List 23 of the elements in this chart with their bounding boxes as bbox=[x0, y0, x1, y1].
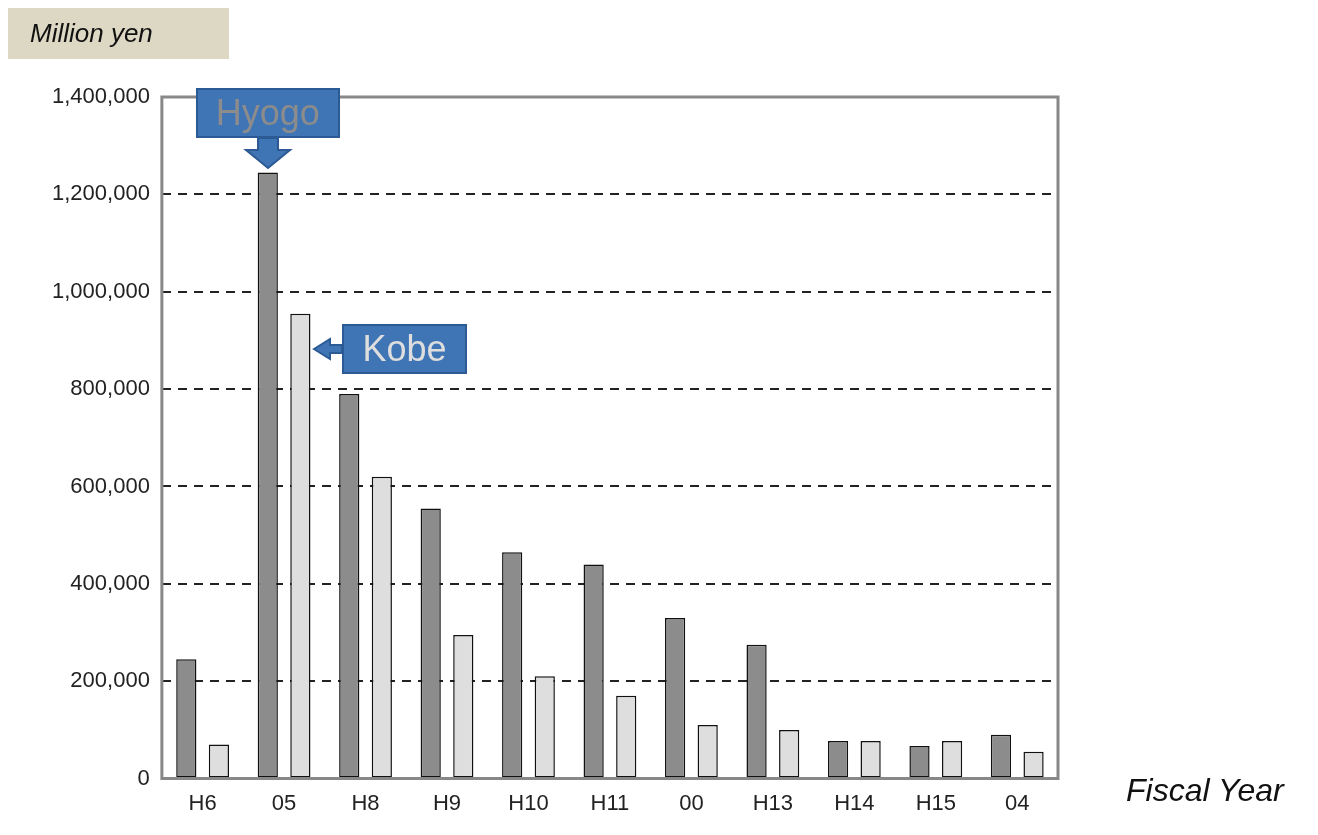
x-tick-label: H10 bbox=[508, 789, 549, 815]
x-tick-label: H6 bbox=[188, 789, 217, 815]
x-tick-label: 05 bbox=[271, 789, 297, 815]
y-tick-label: 800,000 bbox=[70, 375, 150, 401]
x-axis-title: Fiscal Year bbox=[1126, 772, 1284, 809]
y-tick-label: 200,000 bbox=[70, 667, 150, 693]
y-tick-label: 1,000,000 bbox=[52, 277, 150, 303]
y-tick-label: 1,400,000 bbox=[52, 83, 150, 109]
x-tick-label: H15 bbox=[915, 789, 956, 815]
x-tick-label: 00 bbox=[679, 789, 704, 815]
y-tick-label: 0 bbox=[137, 764, 150, 790]
x-tick-label: H11 bbox=[590, 789, 630, 815]
x-tick-label: H8 bbox=[351, 789, 380, 815]
series-label: Kobe bbox=[362, 327, 447, 369]
y-tick-label: 1,200,000 bbox=[52, 180, 150, 206]
series-label: Hyogo bbox=[215, 92, 320, 134]
x-tick-label: H13 bbox=[752, 789, 794, 815]
x-tick-label: 04 bbox=[1005, 789, 1030, 815]
x-tick-label: H9 bbox=[432, 789, 462, 815]
y-tick-label: 600,000 bbox=[70, 472, 150, 498]
y-axis-title: Million yen bbox=[8, 8, 229, 59]
y-tick-label: 400,000 bbox=[70, 569, 150, 595]
x-tick-label: H14 bbox=[834, 789, 875, 815]
